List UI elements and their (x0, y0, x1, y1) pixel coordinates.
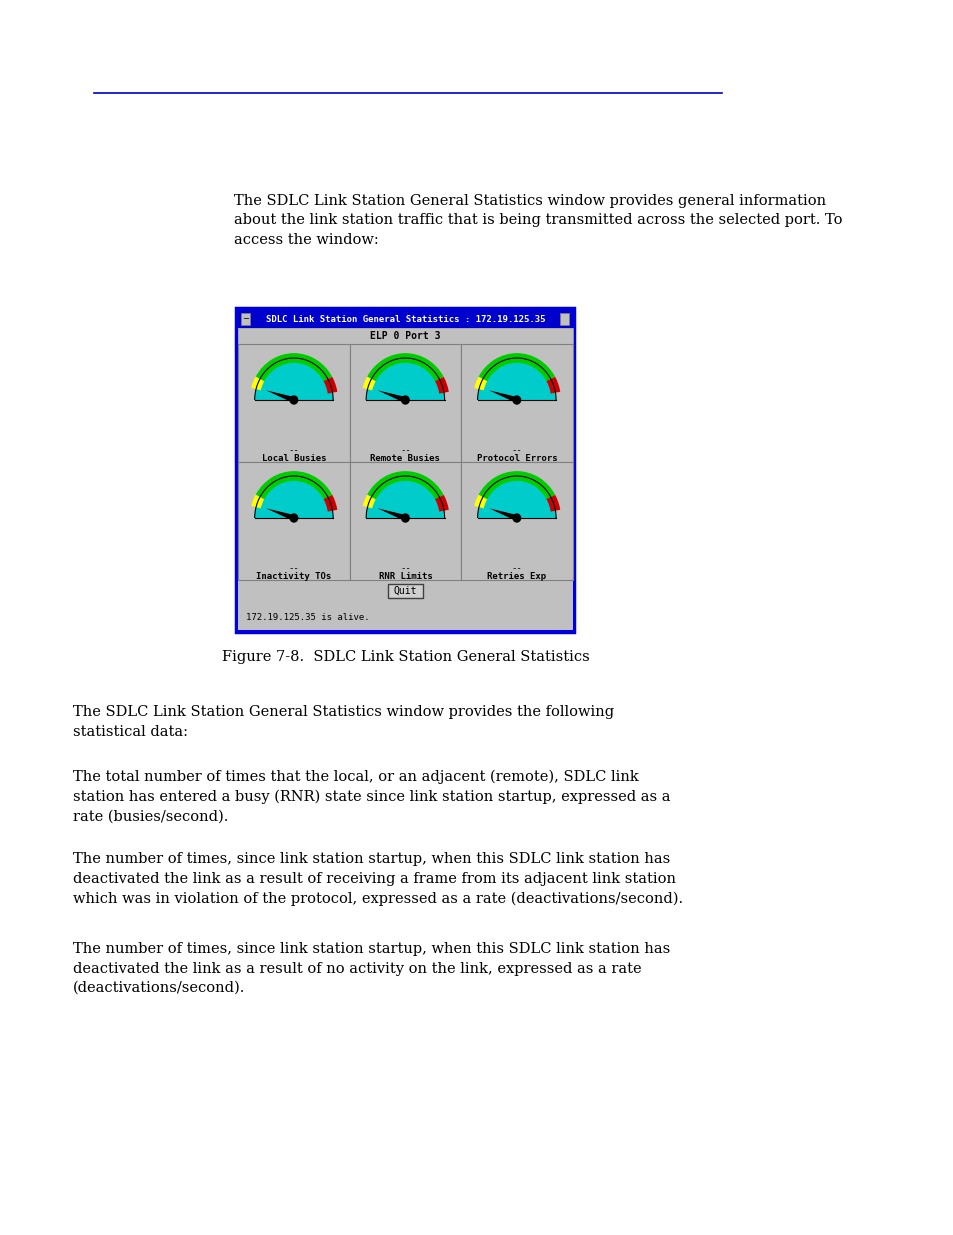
Bar (238, 345, 350, 462)
Circle shape (290, 514, 297, 522)
Circle shape (401, 514, 409, 522)
Text: --: -- (399, 564, 411, 573)
Bar (350, 462, 460, 580)
Text: The SDLC Link Station General Statistics window provides the following
statistic: The SDLC Link Station General Statistics… (72, 705, 614, 739)
Bar (238, 329, 572, 345)
Polygon shape (477, 358, 556, 400)
Text: --: -- (288, 446, 299, 454)
FancyBboxPatch shape (387, 584, 423, 598)
Bar (238, 462, 350, 580)
Bar (238, 329, 572, 630)
Text: RNR Limits: RNR Limits (378, 572, 432, 580)
Text: 172.19.125.35 is alive.: 172.19.125.35 is alive. (246, 614, 369, 622)
Circle shape (290, 396, 297, 404)
Text: Quit: Quit (394, 585, 416, 597)
Polygon shape (477, 475, 556, 517)
Text: The total number of times that the local, or an adjacent (remote), SDLC link
sta: The total number of times that the local… (72, 769, 670, 824)
Text: --: -- (511, 564, 521, 573)
Polygon shape (488, 509, 517, 521)
Polygon shape (266, 390, 294, 403)
Text: Retries Exp: Retries Exp (487, 572, 546, 580)
Text: Remote Busies: Remote Busies (370, 454, 440, 463)
Bar (241, 312, 250, 325)
Bar (460, 462, 572, 580)
Bar (236, 308, 574, 632)
Polygon shape (377, 509, 406, 521)
Text: Local Busies: Local Busies (261, 454, 326, 463)
Circle shape (401, 396, 409, 404)
Text: The number of times, since link station startup, when this SDLC link station has: The number of times, since link station … (72, 852, 682, 905)
Text: Protocol Errors: Protocol Errors (476, 454, 557, 463)
Circle shape (513, 396, 520, 404)
Polygon shape (366, 358, 444, 400)
Bar (460, 345, 572, 462)
Text: --: -- (288, 564, 299, 573)
Bar (558, 312, 568, 325)
Polygon shape (366, 475, 444, 517)
Polygon shape (254, 358, 333, 400)
Text: The SDLC Link Station General Statistics window provides general information
abo: The SDLC Link Station General Statistics… (233, 194, 841, 247)
Text: --: -- (399, 446, 411, 454)
Polygon shape (254, 475, 333, 517)
Polygon shape (377, 390, 406, 403)
Text: SDLC Link Station General Statistics : 172.19.125.35: SDLC Link Station General Statistics : 1… (265, 315, 544, 324)
Text: Figure 7-8.  SDLC Link Station General Statistics: Figure 7-8. SDLC Link Station General St… (221, 650, 589, 664)
Circle shape (513, 514, 520, 522)
Text: −: − (242, 315, 249, 324)
Text: Inactivity TOs: Inactivity TOs (256, 572, 332, 580)
Text: ELP 0 Port 3: ELP 0 Port 3 (370, 331, 440, 341)
Polygon shape (266, 509, 294, 521)
Bar (238, 310, 572, 329)
Text: The number of times, since link station startup, when this SDLC link station has: The number of times, since link station … (72, 942, 669, 995)
Polygon shape (488, 390, 517, 403)
Text: --: -- (511, 446, 521, 454)
Bar (350, 345, 460, 462)
